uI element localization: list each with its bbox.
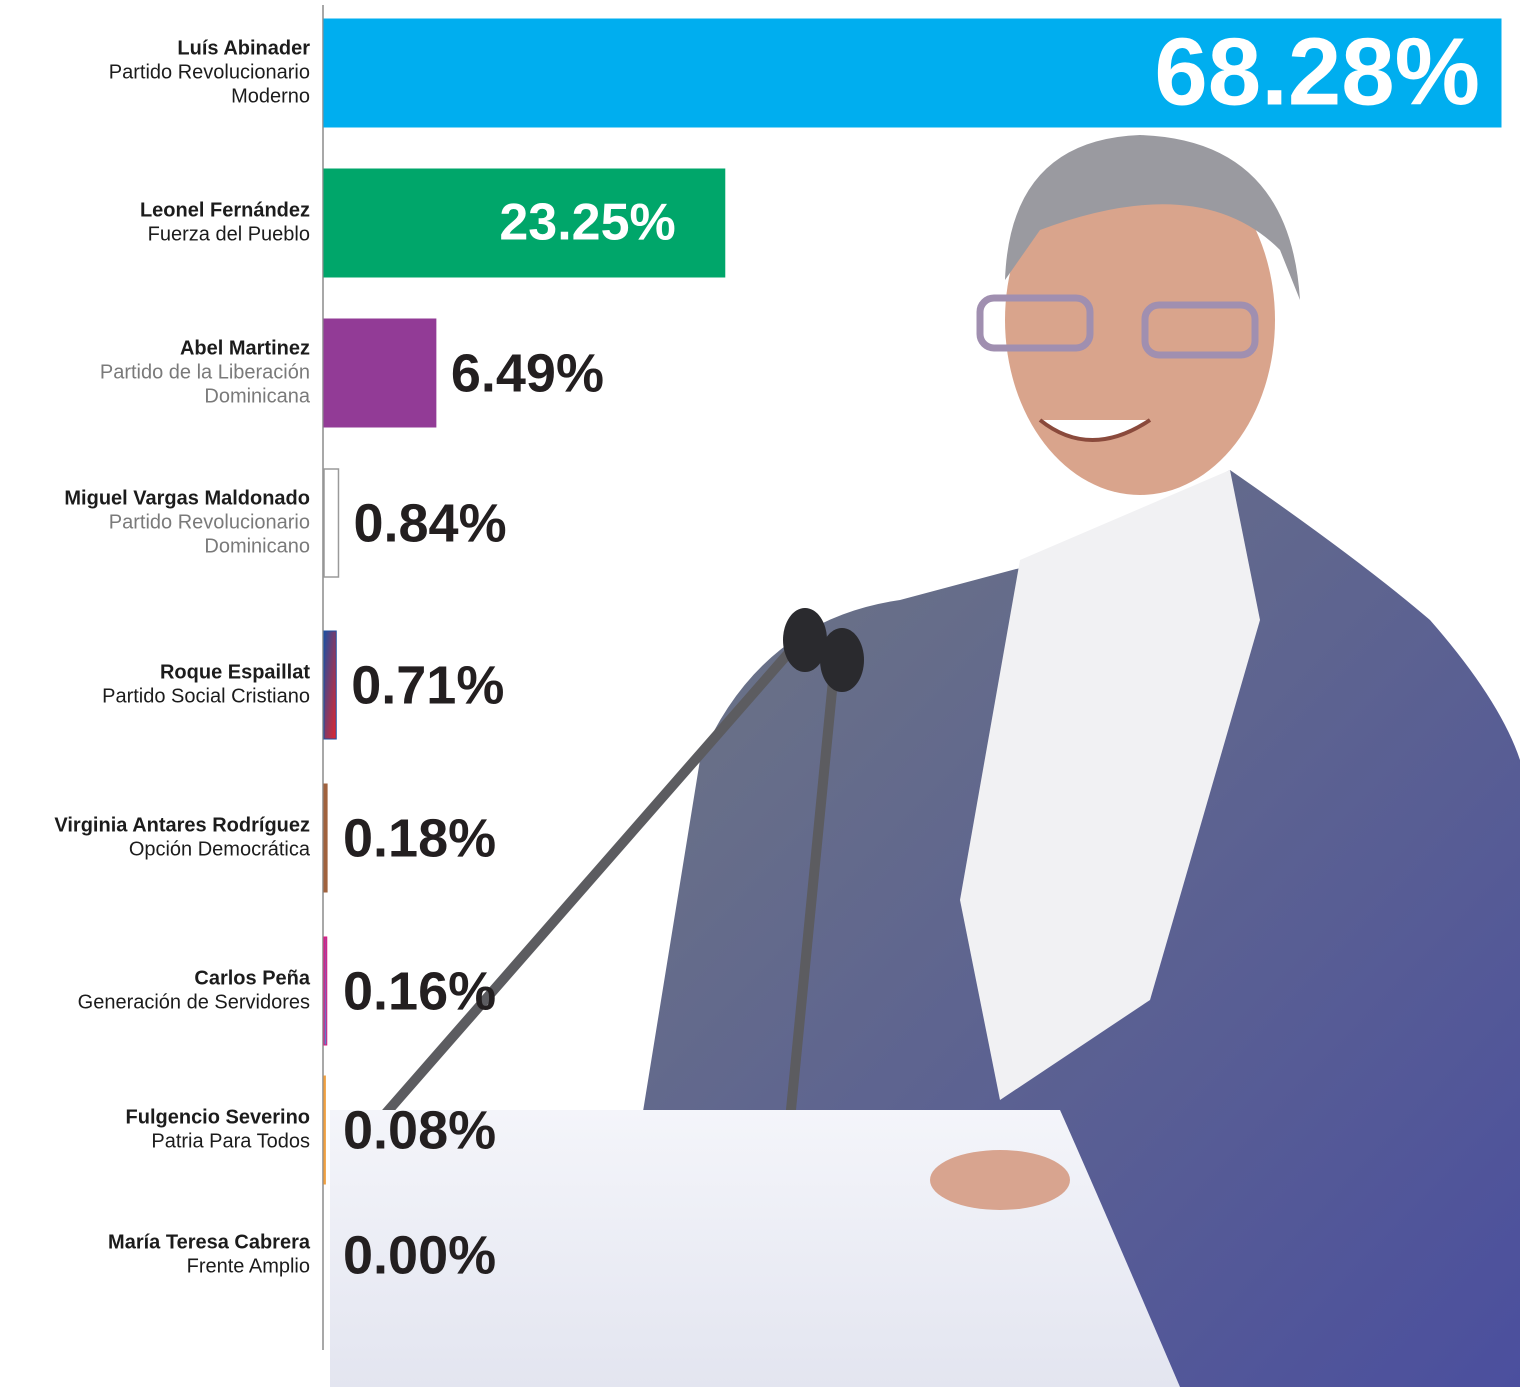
party-name: Dominicano bbox=[204, 535, 310, 557]
candidate-name: Fulgencio Severino bbox=[126, 1106, 310, 1128]
candidate-name: Abel Martinez bbox=[180, 337, 310, 359]
candidate-name: Roque Espaillat bbox=[160, 661, 310, 683]
chart: Luís AbinaderPartido RevolucionarioModer… bbox=[0, 0, 1520, 1387]
party-name: Moderno bbox=[231, 85, 310, 107]
value-label: 23.25% bbox=[499, 194, 675, 252]
photo bbox=[330, 135, 1520, 1387]
candidate-name: Carlos Peña bbox=[194, 967, 310, 989]
value-label: 0.18% bbox=[343, 808, 496, 868]
party-name: Partido de la Liberación bbox=[100, 361, 310, 383]
candidate-name: Miguel Vargas Maldonado bbox=[64, 487, 310, 509]
party-name: Partido Revolucionario bbox=[109, 511, 310, 533]
candidate-name: María Teresa Cabrera bbox=[108, 1231, 311, 1253]
value-label: 0.08% bbox=[343, 1100, 496, 1160]
party-name: Patria Para Todos bbox=[151, 1130, 310, 1152]
party-name: Generación de Servidores bbox=[78, 991, 310, 1013]
bar bbox=[324, 1076, 325, 1184]
value-label: 6.49% bbox=[451, 343, 604, 403]
bar bbox=[324, 319, 436, 427]
value-label: 68.28% bbox=[1154, 18, 1480, 125]
candidate-name: Leonel Fernández bbox=[140, 199, 310, 221]
party-name: Partido Social Cristiano bbox=[102, 685, 310, 707]
candidate-name: Luís Abinader bbox=[177, 37, 310, 59]
party-name: Dominicana bbox=[204, 385, 310, 407]
party-name: Opción Democrática bbox=[129, 838, 311, 860]
bar bbox=[324, 469, 338, 577]
bar bbox=[324, 937, 327, 1045]
value-label: 0.84% bbox=[353, 493, 506, 553]
value-label: 0.00% bbox=[343, 1225, 496, 1285]
candidate-name: Virginia Antares Rodríguez bbox=[54, 814, 310, 836]
party-name: Partido Revolucionario bbox=[109, 61, 310, 83]
value-label: 0.16% bbox=[343, 961, 496, 1021]
party-name: Frente Amplio bbox=[187, 1255, 310, 1277]
value-label: 0.71% bbox=[351, 655, 504, 715]
party-name: Fuerza del Pueblo bbox=[148, 223, 310, 245]
bar bbox=[324, 631, 336, 739]
bar bbox=[324, 784, 327, 892]
